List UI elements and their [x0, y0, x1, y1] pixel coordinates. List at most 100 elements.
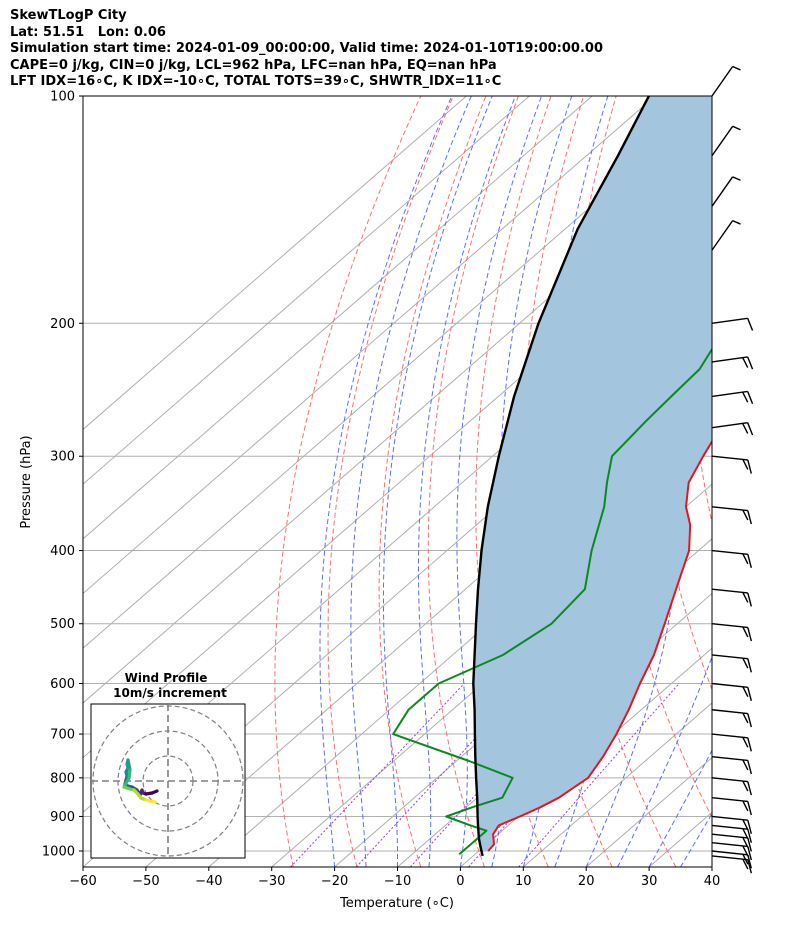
axes-layer: −60 −50 −40 −30 −20 −10 0 10 20 30 40 100 200 300 400 5…	[42, 90, 720, 890]
wind-barb-feather	[742, 459, 749, 470]
wind-barb-feather	[747, 592, 753, 607]
hodograph-segment	[126, 758, 132, 772]
wind-barb-feather	[742, 686, 749, 698]
isotherm-gridline	[83, 96, 656, 595]
wind-barb	[711, 654, 753, 673]
wind-barb-staff	[711, 176, 734, 207]
wind-barb	[711, 317, 754, 331]
wind-barb	[711, 125, 741, 157]
wind-barb-staff	[711, 682, 748, 688]
wind-barb	[711, 777, 753, 796]
x-tick-label: 10	[515, 874, 532, 889]
wind-barb	[711, 390, 754, 404]
wind-barb	[711, 815, 753, 834]
wind-barb-feather	[747, 459, 753, 474]
y-tick-label: 600	[50, 677, 75, 692]
y-tick-label: 300	[50, 450, 75, 465]
wind-barb-feather	[747, 781, 753, 796]
wind-barb-staff	[711, 588, 748, 594]
wind-barb-feather	[742, 391, 749, 403]
y-tick-label: 500	[50, 617, 75, 632]
y-axis-label: Pressure (hPa)	[19, 435, 34, 528]
wind-barb-feather	[747, 854, 753, 869]
wind-barb-feather	[747, 713, 753, 728]
wind-barb-feather	[742, 759, 749, 771]
inset-content	[91, 704, 245, 858]
x-tick-label: 30	[641, 874, 658, 889]
moist-adiabat	[456, 96, 543, 867]
isotherm-gridline	[522, 702, 712, 867]
wind-barb-feather	[746, 356, 754, 370]
wind-barb-feather	[746, 422, 754, 436]
x-tick-label: −20	[321, 874, 348, 889]
mixing-ratio-line	[410, 683, 578, 867]
wind-barb-feather	[742, 657, 749, 669]
inset-title-1: Wind Profile	[125, 671, 208, 685]
parcel-profile-line	[472, 96, 650, 857]
isotherm-gridline	[83, 96, 593, 540]
x-tick-label: 40	[704, 874, 721, 889]
hodograph-segment	[148, 799, 157, 804]
wind-barbs	[711, 65, 754, 874]
chart-title-block: SkewTLogP City Lat: 51.51 Lon: 0.06 Simu…	[10, 8, 603, 91]
dry-adiabat	[327, 96, 454, 867]
wind-barb	[711, 682, 753, 701]
wind-barb-feather	[742, 800, 749, 812]
wind-barb-feather	[742, 780, 749, 792]
temperature-profile-line	[487, 439, 712, 852]
wind-barb-feather	[747, 760, 753, 775]
x-tick-label: −10	[384, 874, 411, 889]
wind-barb	[711, 421, 754, 436]
wind-barb	[711, 824, 753, 843]
x-tick-label: −50	[132, 874, 159, 889]
wind-profile-inset: Wind Profile 10m/s increment	[90, 671, 246, 859]
x-tick-label: −60	[69, 874, 96, 889]
title-line-indices-2: LFT IDX=16∘C, K IDX=-10∘C, TOTAL TOTS=39…	[10, 74, 502, 89]
wind-barb	[711, 733, 753, 752]
wind-barb	[711, 455, 753, 474]
wind-barb	[711, 588, 753, 607]
moist-adiabat	[617, 655, 712, 867]
mixing-ratio-line	[518, 683, 680, 867]
wind-barb-staff	[711, 654, 748, 660]
wind-barb-feather	[747, 820, 753, 834]
wind-barb-feather	[747, 510, 753, 525]
wind-barb-feather	[747, 837, 753, 852]
wind-barb	[711, 549, 753, 569]
x-tick-label: −30	[258, 874, 285, 889]
y-tick-label: 100	[50, 90, 75, 105]
wind-barb-feather	[742, 819, 749, 831]
wind-barb-staff	[711, 66, 734, 97]
isotherm-gridline	[83, 100, 712, 649]
wind-barb-staff	[711, 421, 748, 429]
wind-barb	[711, 356, 754, 370]
wind-barb-feather	[742, 423, 749, 434]
wind-barb-feather	[732, 65, 741, 71]
wind-barb-staff	[711, 549, 748, 556]
x-tick-label: 20	[578, 874, 595, 889]
x-tick-label: −40	[195, 874, 222, 889]
wind-barb-feather	[742, 592, 749, 603]
wind-barb-feather	[747, 627, 753, 642]
moist-adiabat	[418, 96, 516, 867]
wind-barb-feather	[746, 318, 754, 331]
wind-barb	[711, 755, 753, 775]
wind-barb-staff	[711, 455, 748, 461]
wind-barb-staff	[711, 855, 748, 861]
cape-cin-shading	[473, 96, 712, 851]
wind-barb-feather	[742, 828, 749, 839]
wind-barb-feather	[732, 176, 741, 181]
dry-adiabat	[767, 96, 794, 867]
y-tick-label: 200	[50, 317, 75, 332]
wind-barb-staff	[711, 733, 748, 739]
wind-barb-staff	[711, 850, 748, 856]
title-line-location: Lat: 51.51 Lon: 0.06	[10, 24, 166, 40]
wind-barb-feather	[732, 219, 741, 225]
wind-barb-feather	[742, 712, 749, 724]
wind-barb-staff	[711, 824, 748, 830]
wind-barb	[711, 623, 753, 642]
mixing-ratio-line	[290, 683, 465, 867]
wind-barb-staff	[711, 220, 734, 251]
wind-barb-feather	[732, 125, 741, 131]
wind-barb-feather	[742, 553, 749, 565]
